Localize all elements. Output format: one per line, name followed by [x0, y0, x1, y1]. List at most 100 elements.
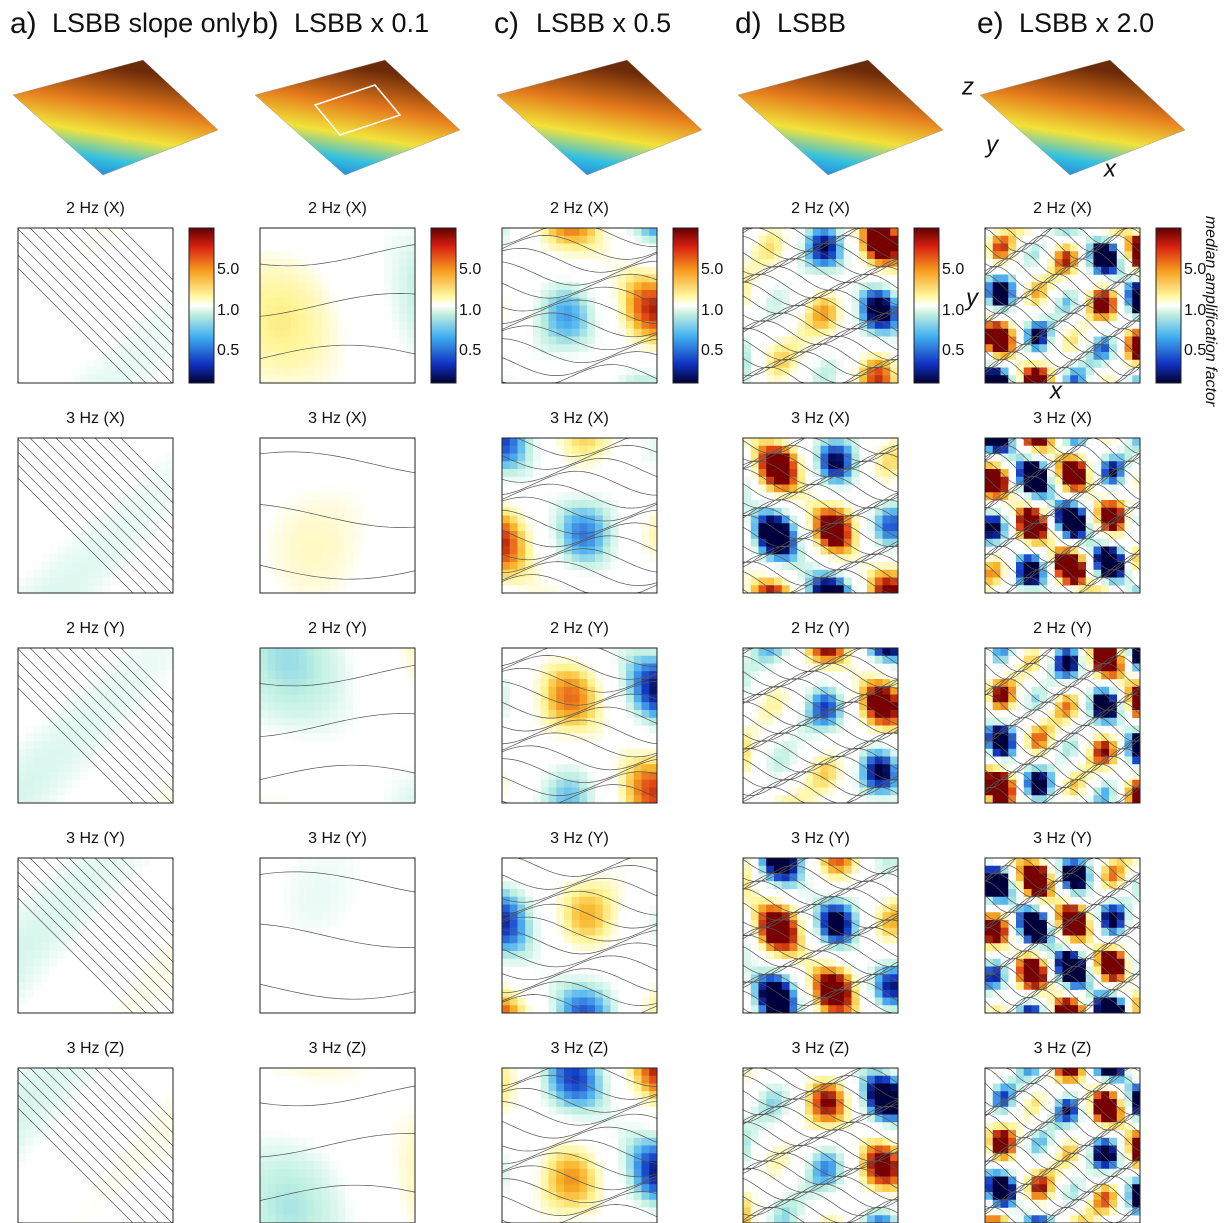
heat-cell: [56, 772, 65, 781]
heat-cell: [95, 243, 104, 252]
heat-cell: [283, 1137, 292, 1146]
heat-cell: [533, 585, 542, 594]
heat-cell: [579, 445, 588, 454]
heat-cell: [72, 251, 81, 260]
heat-cell: [260, 1215, 269, 1223]
heat-cell: [571, 352, 580, 361]
contour: [742, 655, 899, 680]
heat-cell: [157, 779, 166, 788]
heat-cell: [556, 989, 565, 998]
heat-cell: [118, 546, 127, 555]
heat-cell: [890, 259, 899, 268]
panel-title: 3 Hz (Y): [791, 830, 850, 847]
heat-cell: [766, 266, 775, 275]
heat-cell: [525, 523, 534, 532]
heat-cell: [882, 1075, 891, 1084]
heat-cell: [781, 1005, 790, 1014]
heat-cell: [1008, 375, 1017, 384]
heat-cell: [649, 764, 658, 773]
heat-cell: [1109, 274, 1118, 283]
heat-cell: [820, 538, 829, 547]
heat-cell: [548, 772, 557, 781]
heat-cell: [812, 461, 821, 470]
heat-cell: [267, 321, 276, 330]
heat-cell: [805, 569, 814, 578]
heat-cell: [33, 912, 42, 921]
heat-cell: [407, 1207, 416, 1216]
heat-cell: [49, 779, 58, 788]
heat-cell: [540, 982, 549, 991]
heat-cell: [384, 305, 393, 314]
heat-cell: [291, 710, 300, 719]
heat-cell: [283, 515, 292, 524]
contour: [742, 468, 899, 493]
heat-cell: [509, 562, 518, 571]
colorbar-tick-label: 1.0: [701, 302, 723, 319]
heat-cell: [540, 1168, 549, 1177]
heat-cell: [56, 725, 65, 734]
heat-cell: [985, 297, 994, 306]
heat-cell: [820, 989, 829, 998]
contour: [501, 561, 658, 586]
heat-cell: [882, 904, 891, 913]
heat-cell: [641, 266, 650, 275]
heat-cell: [345, 694, 354, 703]
heat-cell: [306, 679, 315, 688]
heat-cell: [80, 1091, 89, 1100]
heat-cell: [517, 920, 526, 929]
heat-cell: [111, 655, 120, 664]
heat-cell: [743, 958, 752, 967]
heat-cell: [797, 531, 806, 540]
heat-cell: [291, 515, 300, 524]
heat-cell: [1101, 328, 1110, 337]
heat-cell: [859, 1091, 868, 1100]
heat-cell: [540, 1083, 549, 1092]
heat-cell: [882, 1168, 891, 1177]
heat-cell: [329, 858, 338, 867]
heat-cell: [322, 881, 331, 890]
heat-cell: [595, 305, 604, 314]
heat-cell: [836, 266, 845, 275]
heat-cell: [118, 1176, 127, 1185]
heat-cell: [571, 997, 580, 1006]
heat-cell: [750, 453, 759, 462]
heat-cell: [80, 359, 89, 368]
heat-cell: [64, 569, 73, 578]
heat-cell: [149, 663, 158, 672]
heat-cell: [743, 1199, 752, 1208]
heat-cell: [399, 779, 408, 788]
heat-cell: [103, 725, 112, 734]
heat-cell: [633, 1137, 642, 1146]
heat-cell: [626, 328, 635, 337]
heat-cell: [766, 305, 775, 314]
heat-cell: [985, 523, 994, 532]
heat-cell: [805, 1099, 814, 1108]
heat-cell: [502, 1184, 511, 1193]
heat-cell: [556, 546, 565, 555]
heat-cell: [579, 974, 588, 983]
heat-cell: [571, 336, 580, 345]
heat-cell: [610, 1114, 619, 1123]
heat-cell: [789, 982, 798, 991]
heat-cell: [859, 352, 868, 361]
heat-cell: [103, 235, 112, 244]
heat-cell: [859, 1083, 868, 1092]
heat-cell: [103, 1005, 112, 1014]
heat-cell: [49, 748, 58, 757]
heat-cell: [306, 733, 315, 742]
heat-cell: [548, 694, 557, 703]
heat-cell: [291, 336, 300, 345]
heat-cell: [610, 1099, 619, 1108]
heat-cell: [641, 927, 650, 936]
contour: [17, 451, 160, 594]
heat-cell: [781, 1215, 790, 1223]
heat-cell: [540, 352, 549, 361]
heat-cell: [843, 469, 852, 478]
heat-cell: [118, 982, 127, 991]
heat-cell: [626, 686, 635, 695]
heat-cell: [502, 546, 511, 555]
heat-cell: [805, 982, 814, 991]
heat-cell: [329, 717, 338, 726]
heat-cell: [165, 772, 174, 781]
heat-cell: [64, 779, 73, 788]
